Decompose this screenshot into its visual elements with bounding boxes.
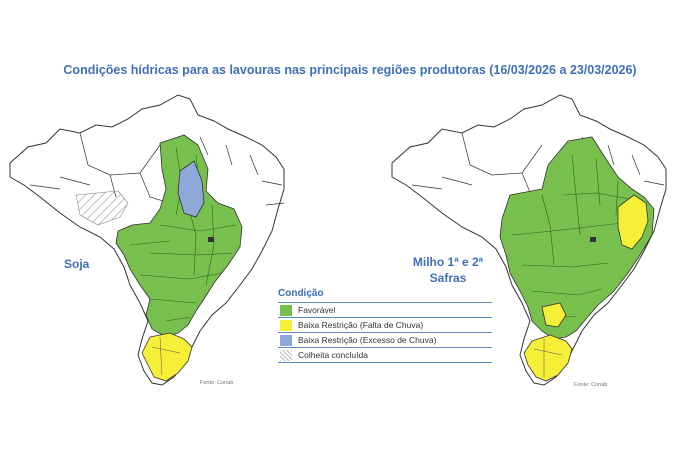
region-falta-chuva-nordeste [617,194,649,250]
map-soja [9,94,285,386]
legend: Condição Favorável Baixa Restrição (Falt… [278,288,492,363]
legend-item-favoravel: Favorável [278,303,492,318]
source-left: Fonte: Conab [200,380,234,386]
region-falta-chuva [141,332,193,382]
legend-item-excesso-chuva: Baixa Restrição (Excesso de Chuva) [278,333,492,348]
legend-title: Condição [278,288,492,303]
map-label-milho: Milho 1ª e 2ª Safras [412,255,484,285]
legend-swatch-falta-chuva [280,319,292,331]
distrito-federal [208,237,214,242]
region-colheita-concluida [75,190,129,226]
map-label-soja: Soja [64,257,90,271]
page-title: Condições hídricas para as lavouras nas … [63,63,637,77]
source-right: Fonte: Conab [574,382,608,388]
legend-swatch-colheita [280,349,292,361]
distrito-federal [590,237,596,242]
map-milho [391,94,667,386]
region-falta-chuva-parana [541,302,567,328]
legend-item-falta-chuva: Baixa Restrição (Falta de Chuva) [278,318,492,333]
region-falta-chuva-rs [523,334,573,382]
legend-swatch-favoravel [280,304,292,316]
region-favoravel [499,136,655,340]
region-excesso-chuva [177,160,205,218]
legend-item-colheita: Colheita concluída [278,348,492,363]
legend-swatch-excesso-chuva [280,334,292,346]
